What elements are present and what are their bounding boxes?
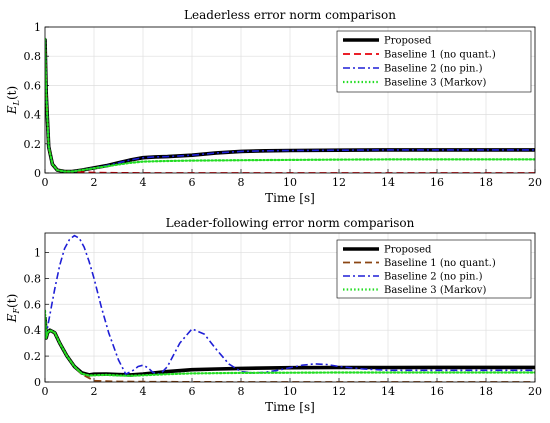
y-tick-label: 0.2 (24, 138, 42, 151)
x-axis-label: Time [s] (265, 400, 315, 414)
y-tick-label: 0.8 (24, 50, 42, 63)
y-tick-label: 0 (34, 376, 41, 389)
x-tick-label: 20 (528, 385, 542, 398)
x-tick-label: 2 (91, 385, 98, 398)
leader-following-chart: Leader-following error norm comparison 0… (5, 216, 542, 414)
plot-frame (44, 232, 536, 383)
x-tick-label: 14 (381, 385, 395, 398)
y-axis-label: EF(t) (5, 294, 21, 324)
x-tick-label: 0 (42, 176, 49, 189)
legend: Proposed Baseline 1 (no quant.) Baseline 2… (336, 30, 532, 93)
y-tick-labels: 0 0.2 0.4 0.6 0.8 1 (24, 246, 42, 389)
legend-label: Baseline 1 (no quant.) (384, 258, 496, 269)
x-tick-labels: 0 2 4 6 8 10 12 14 16 18 20 (42, 176, 543, 189)
x-tick-label: 14 (381, 176, 395, 189)
x-tick-label: 0 (42, 385, 49, 398)
legend-label: Baseline 3 (Markov) (384, 285, 486, 296)
y-tick-labels: 0 0.2 0.4 0.6 0.8 1 (24, 21, 42, 180)
x-tick-label: 2 (91, 176, 98, 189)
x-tick-label: 12 (332, 176, 346, 189)
x-tick-labels: 0 2 4 6 8 10 12 14 16 18 20 (42, 385, 543, 398)
y-axis-label: EL(t) (5, 86, 21, 115)
legend-label: Baseline 2 (no pin.) (384, 272, 483, 283)
series-line-3 (45, 38, 535, 173)
x-tick-label: 6 (189, 385, 196, 398)
plot-frame (44, 26, 536, 174)
chart-title: Leader-following error norm comparison (166, 216, 415, 230)
y-tick-label: 0.6 (24, 298, 42, 311)
series-line-3 (45, 234, 535, 376)
x-tick-label: 16 (430, 176, 444, 189)
legend-label: Baseline 2 (no pin.) (384, 64, 483, 75)
y-tick-label: 1 (34, 21, 41, 34)
series-line-4 (45, 309, 535, 377)
legend-label: Baseline 3 (Markov) (384, 78, 486, 89)
y-tick-label: 0.4 (24, 324, 42, 337)
x-tick-label: 18 (479, 385, 493, 398)
leaderless-chart: Leaderless error norm comparison 0 2 4 6 8 10… (5, 8, 542, 205)
series-line-2 (45, 317, 535, 382)
x-tick-label: 20 (528, 176, 542, 189)
x-tick-label: 10 (283, 385, 297, 398)
legend-label: Baseline 1 (no quant.) (384, 50, 496, 61)
y-tick-label: 0.8 (24, 272, 42, 285)
x-tick-label: 4 (140, 385, 147, 398)
y-tick-label: 0.2 (24, 350, 42, 363)
chart-title: Leaderless error norm comparison (184, 8, 396, 22)
y-tick-label: 1 (34, 246, 41, 259)
legend: Proposed Baseline 1 (no quant.) Baseline 2… (336, 239, 532, 299)
series-lines (45, 37, 535, 173)
x-tick-label: 18 (479, 176, 493, 189)
series-line-4 (45, 37, 535, 173)
x-tick-label: 16 (430, 385, 444, 398)
legend-label: Proposed (384, 245, 432, 256)
x-tick-label: 10 (283, 176, 297, 189)
y-tick-label: 0.6 (24, 79, 42, 92)
x-axis-label: Time [s] (265, 191, 315, 205)
x-tick-label: 8 (238, 385, 245, 398)
y-tick-label: 0 (34, 167, 41, 180)
y-tick-label: 0.4 (24, 109, 42, 122)
legend-label: Proposed (384, 36, 432, 47)
x-tick-label: 4 (140, 176, 147, 189)
x-tick-label: 8 (238, 176, 245, 189)
series-lines (45, 234, 535, 382)
x-tick-label: 12 (332, 385, 346, 398)
x-tick-label: 6 (189, 176, 196, 189)
